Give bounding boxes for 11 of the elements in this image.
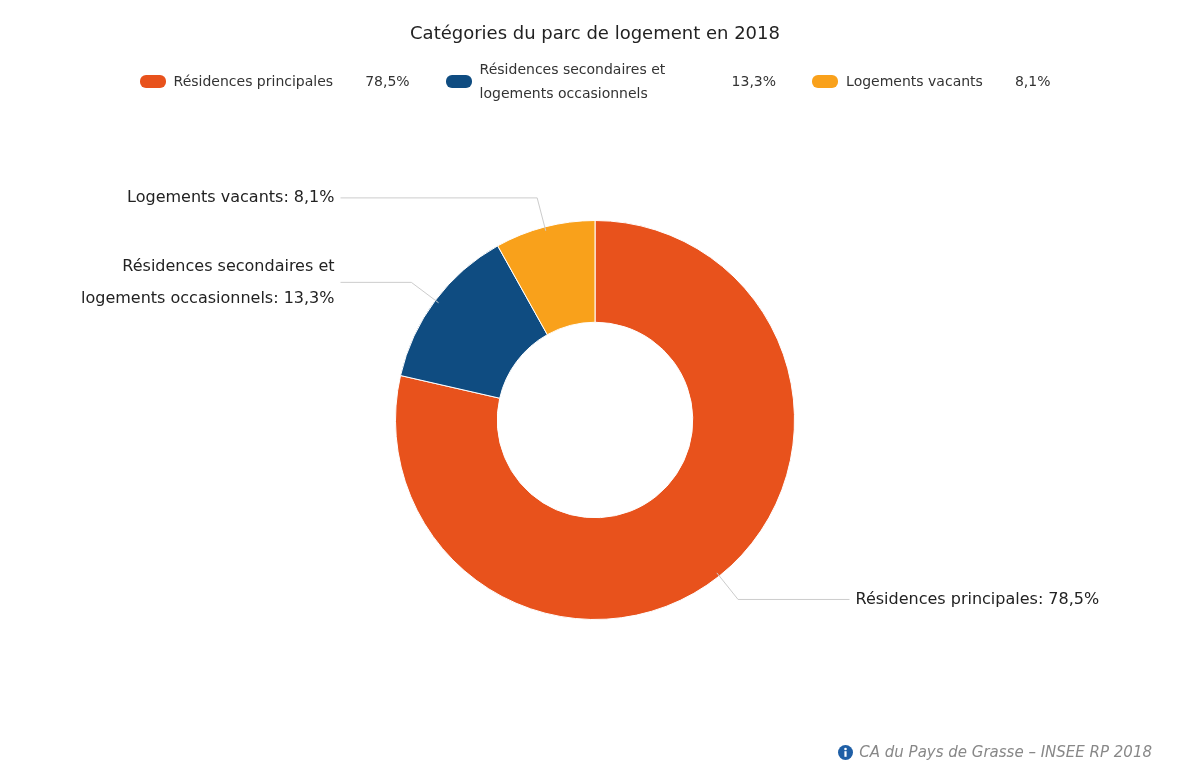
legend-label: Résidences secondaires et logements occasionnels xyxy=(479,60,667,103)
text: Résidences principales: 78,5% xyxy=(855,588,1100,608)
text: Résidences secondaires et logements occasionnels: 13,3% xyxy=(81,255,335,307)
legend-label: Résidences principales xyxy=(173,72,334,91)
data-label: 13,3% xyxy=(731,73,777,89)
text: CA du Pays de Grasse – INSEE RP 2018 xyxy=(859,743,1152,761)
text: Logements vacants: 8,1% xyxy=(127,187,335,207)
chart-title: Catégories du parc de logement en 2018 xyxy=(409,21,781,43)
legend-label: Logements vacants xyxy=(846,72,983,91)
data-label: 8,1% xyxy=(1014,73,1051,89)
data-label: 78,5% xyxy=(365,73,410,89)
